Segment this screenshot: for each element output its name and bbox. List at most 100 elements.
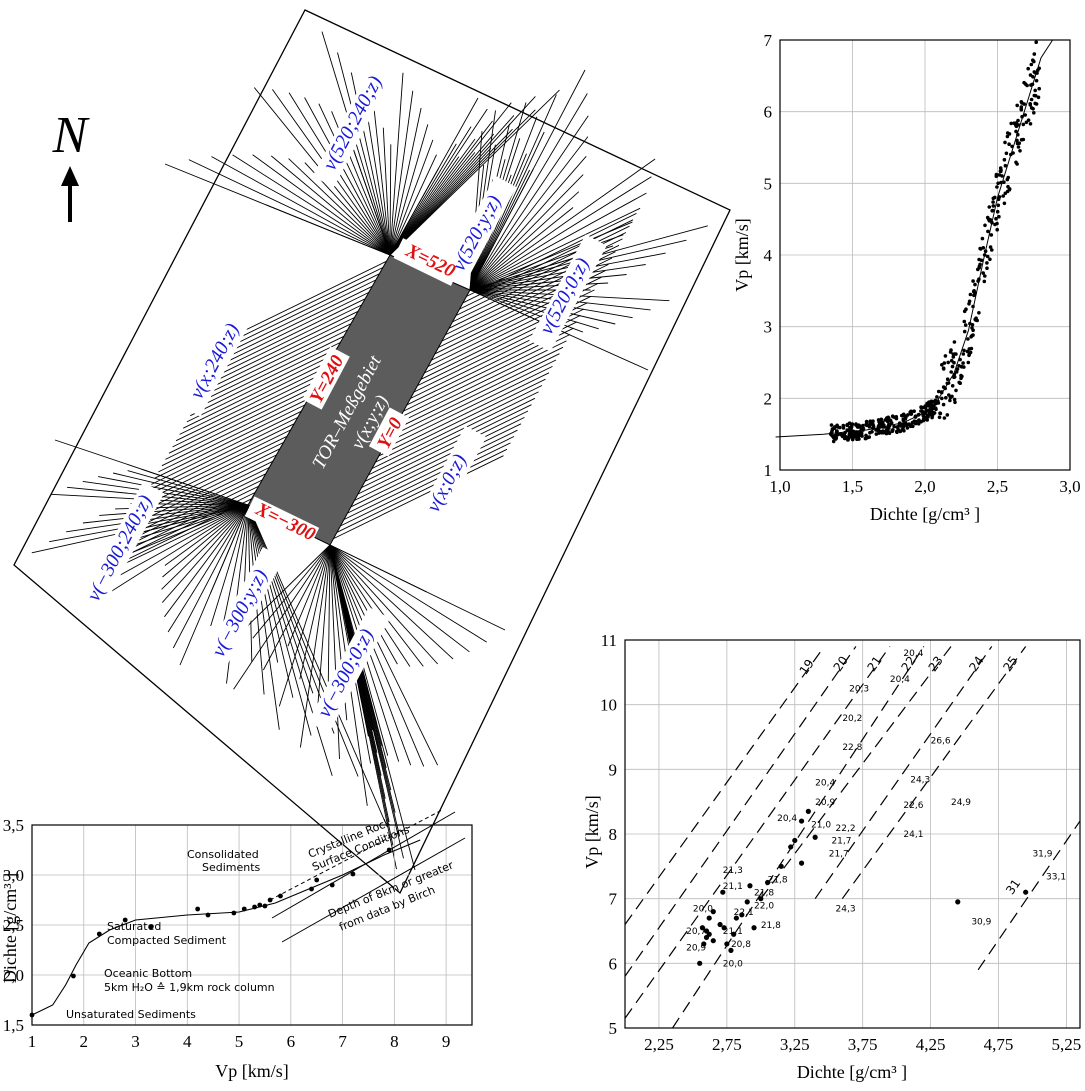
chart-a-point xyxy=(954,370,959,374)
chart-c-y-ticks: 5 6 7 8 9 10 11 xyxy=(600,631,618,1038)
chart-a-point xyxy=(991,196,996,201)
chart-c-point-label: 21,8 xyxy=(761,921,781,931)
annotation-oceanic: Oceanic Bottom xyxy=(104,967,192,980)
chart-a-point xyxy=(919,409,923,413)
chart-a-point xyxy=(971,289,976,294)
chart-c-contour xyxy=(624,646,891,1019)
chart-a-point xyxy=(1031,107,1035,111)
chart-a-point xyxy=(831,439,836,444)
chart-a-point xyxy=(886,429,890,434)
chart-a-point xyxy=(857,430,862,435)
chart-c-point xyxy=(798,860,805,866)
chart-a-point xyxy=(899,424,903,428)
chart-a-point xyxy=(1002,157,1007,162)
chart-a-point xyxy=(943,354,948,358)
chart-c-point-label: 22,2 xyxy=(836,824,856,834)
chart-a-point xyxy=(930,399,935,404)
chart-a-point xyxy=(878,418,882,423)
chart-a-point xyxy=(941,366,946,371)
chart-a-point xyxy=(977,257,981,262)
chart-a-point xyxy=(1037,86,1041,91)
chart-a-fit-curve xyxy=(775,39,1054,438)
chart-c-point-label: 21,7 xyxy=(829,850,849,860)
chart-b-x-ticks: 1 2 3 4 5 6 7 8 9 xyxy=(28,1032,451,1051)
chart-a-point xyxy=(949,370,953,374)
chart-a-xtick: 3,0 xyxy=(1059,477,1080,496)
chart-c-ytick: 8 xyxy=(609,825,618,844)
chart-c-point-label: 22,1 xyxy=(734,908,754,918)
chart-a-point xyxy=(1025,83,1029,88)
chart-c-point xyxy=(747,883,753,889)
chart-a-point xyxy=(945,377,950,382)
chart-a-point xyxy=(983,274,987,278)
chart-a-point xyxy=(871,419,875,424)
chart-a-point xyxy=(851,434,856,439)
chart-a-point xyxy=(999,169,1003,174)
chart-b-point xyxy=(257,902,263,908)
chart-b-birch-band xyxy=(269,809,466,943)
chart-a-point xyxy=(981,271,985,275)
chart-a-point xyxy=(1001,194,1005,198)
chart-a-point xyxy=(919,405,923,409)
chart-c-point-label: 21,8 xyxy=(754,888,774,898)
chart-a-point xyxy=(991,200,995,204)
zone-label-nw: v(−300;240;z) xyxy=(83,491,157,605)
chart-c-ytick: 7 xyxy=(609,890,618,909)
chart-a-point xyxy=(1032,59,1036,64)
chart-c-xtick: 3,75 xyxy=(848,1035,878,1054)
chart-c-point xyxy=(751,925,757,931)
chart-a-point xyxy=(966,337,970,341)
chart-a-point xyxy=(850,422,855,426)
chart-a-point xyxy=(948,398,952,403)
chart-b-xlabel: Vp [km/s] xyxy=(215,1061,289,1081)
chart-a-point xyxy=(987,219,992,223)
chart-b-point xyxy=(386,847,392,853)
chart-a-point xyxy=(950,364,955,369)
chart-a-point xyxy=(959,373,963,378)
chart-c-point xyxy=(717,921,723,928)
chart-a-point xyxy=(936,389,941,394)
chart-c-point-label: 20,4 xyxy=(903,649,923,659)
chart-b-point xyxy=(122,917,128,923)
chart-c-ylabel: Vp [km/s] xyxy=(582,795,602,869)
chart-c-point-label: 20,4 xyxy=(890,675,910,685)
chart-a-point xyxy=(997,214,1001,219)
chart-a-x-ticks: 1,0 1,5 2,0 2,5 3,0 xyxy=(769,477,1080,496)
chart-a-point xyxy=(982,279,987,284)
chart-a-point xyxy=(936,401,941,405)
chart-a-point xyxy=(952,397,957,402)
chart-c-ytick: 11 xyxy=(601,631,617,650)
chart-a-point xyxy=(995,209,1000,214)
chart-a-point xyxy=(942,416,947,420)
chart-a-point xyxy=(944,396,948,400)
chart-a-point xyxy=(858,424,862,429)
chart-a-point xyxy=(1009,121,1013,126)
chart-c-contour xyxy=(814,646,993,900)
chart-a-point xyxy=(952,375,956,380)
chart-a-point xyxy=(969,335,973,339)
chart-a-point xyxy=(1026,66,1030,71)
chart-a-point xyxy=(1034,40,1038,44)
chart-c-xtick: 5,25 xyxy=(1052,1035,1082,1054)
annotation-column: 5km H₂O ≙ 1,9km rock column xyxy=(104,981,275,994)
chart-a-point xyxy=(995,185,999,189)
chart-a-point xyxy=(1003,140,1007,145)
chart-a-point xyxy=(952,352,957,356)
chart-a-point xyxy=(949,358,954,363)
chart-c-point-label: 20,4 xyxy=(815,779,835,789)
annotation-saturated: Saturated xyxy=(107,920,161,933)
chart-c-point-label: 20,9 xyxy=(686,943,706,953)
chart-b-ytick: 2,5 xyxy=(3,916,24,935)
chart-a-point xyxy=(868,421,872,426)
chart-c-point-label: 20,0 xyxy=(723,960,743,970)
chart-a-point xyxy=(871,424,876,429)
chart-a-point xyxy=(929,403,934,408)
chart-a-point xyxy=(1020,101,1024,105)
chart-a-point xyxy=(954,388,958,393)
annotation-unsaturated: Unsaturated Sediments xyxy=(66,1008,196,1021)
chart-c-point-label: 22,6 xyxy=(903,801,923,811)
chart-a-point xyxy=(864,436,868,441)
chart-a-point xyxy=(903,417,908,421)
chart-a-xtick: 1,5 xyxy=(842,477,863,496)
